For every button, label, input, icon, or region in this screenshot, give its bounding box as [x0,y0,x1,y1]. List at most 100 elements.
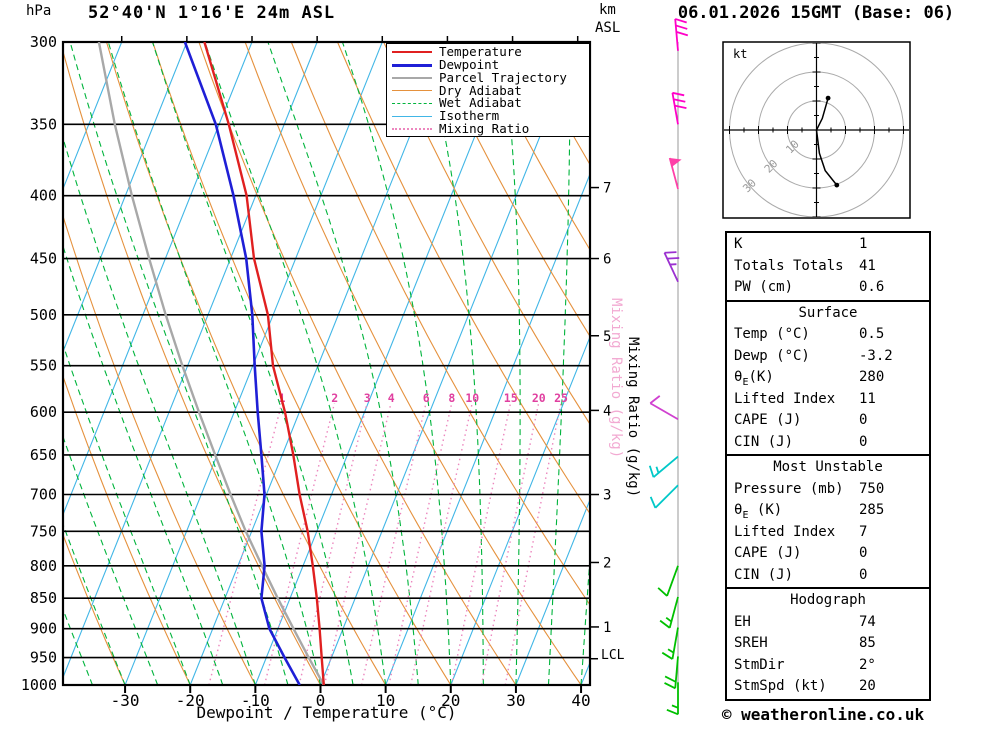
table-value: 20 [859,678,876,694]
temp-tick-label: -20 [176,691,205,710]
mixing-ratio-value: 20 [532,391,546,405]
table-row: Temp (°C) 0.5 [727,324,929,346]
wind-barb [657,565,679,597]
table-section: Hodograph EH 74 SREH 85 StmDir 2° StmSpd (kt) 20 [727,589,929,699]
km-ticks: 1 2 3 4 5 6 7 [590,181,611,636]
station-title: 52°40'N 1°16'E 24m ASL [88,3,336,23]
table-value: 41 [859,257,876,274]
table-label: CIN (J) [734,433,794,450]
table-row: SREH 85 [727,633,929,655]
pressure-tick-label: 650 [30,446,57,464]
wind-barb [674,18,689,51]
table-row: PW (cm) 0.6 [727,277,929,299]
chart-legend: Temperature Dewpoint Parcel Trajectory Dry … [386,43,590,137]
wind-barb [649,484,679,509]
legend-item: Dewpoint [387,58,589,72]
km-tick-label: 1 [603,620,611,636]
table-label: Pressure (mb) [734,480,844,497]
temp-tick-label: 30 [506,691,525,710]
table-section-header: Most Unstable [773,459,883,475]
pressure-tick-label: 400 [30,187,57,205]
table-label: StmSpd (kt) [734,678,827,694]
legend-item: Mixing Ratio [387,120,589,136]
hodograph-trace [815,97,838,186]
pressure-tick-label: 500 [30,306,57,324]
table-label: Dewp (°C) [734,347,810,364]
table-value: 0 [859,412,868,428]
mixing-ratio-axis-label: Mixing Ratio (g/kg) [625,337,641,498]
table-row: Totals Totals 41 [727,256,929,278]
table-row: Dewp (°C) -3.2 [727,346,929,368]
table-row: θE (K) 285 [727,500,929,522]
wind-barb [663,251,680,283]
temp-tick-label: -10 [241,691,270,710]
table-label: StmDir [734,656,785,673]
pressure-tick-label: 800 [30,557,57,575]
legend-item-label: Dry Adiabat [439,82,522,98]
km-tick-label: 3 [603,488,611,504]
dewpoint-curve [183,42,301,685]
table-value: 7 [859,523,868,540]
legend-item: Parcel Trajectory [387,71,589,85]
table-value: -3.2 [859,347,893,364]
temp-tick-label: 40 [571,691,590,710]
table-value: 0 [859,566,868,583]
wind-barb [648,455,679,478]
table-row: StmSpd (kt) 20 [727,676,929,698]
pressure-gridlines [63,41,590,686]
table-section-header: Hodograph [790,592,866,608]
table-section: Most Unstable Pressure (mb) 750 θE (K) 285 Li… [727,456,929,589]
table-label: CAPE (J) [734,412,802,428]
x-axis-label: Dewpoint / Temperature (°C) [196,703,457,722]
temp-tick-label: -30 [111,691,140,710]
legend-line-sample [392,63,432,67]
table-row: CAPE (J) 0 [727,410,929,432]
mixing-ratio-value: 6 [423,391,430,405]
mixing-ratio-value: 10 [465,391,479,405]
table-row: Lifted Index 11 [727,389,929,411]
hodograph-trace-dot [825,95,831,101]
table-value: 11 [859,390,876,407]
pressure-tick-label: 550 [30,357,57,375]
table-value: 750 [859,480,885,497]
legend-item-label: Mixing Ratio [439,120,530,136]
table-section-header: Surface [798,304,858,321]
pressure-tick-label: 450 [30,250,57,268]
table-section: K 1 Totals Totals 41 PW (cm) 0.6 [727,233,929,302]
table-label: EH [734,613,751,630]
km-tick-label: 2 [603,555,611,571]
legend-item-label: Wet Adiabat [439,95,522,111]
mixing-ratio-value: 8 [448,391,455,405]
indices-table: K 1 Totals Totals 41 PW (cm) 0.6 Surface Temp (… [725,231,931,701]
mixing-ratio-value: 25 [554,391,568,405]
table-label: Temp (°C) [734,326,810,342]
table-label: PW (cm) [734,279,794,295]
table-value: 2° [859,656,876,673]
legend-line-sample [392,51,432,54]
wind-barb [661,627,679,660]
legend-line-sample [392,76,432,79]
temp-tick-labels: -30 -20 -10 0 10 20 30 40 [111,691,591,710]
legend-item: Dry Adiabat [387,84,589,97]
legend-item: Temperature [387,46,589,59]
legend-item-label: Isotherm [439,108,500,124]
table-row: EH 74 [727,612,929,634]
mixing-ratio-value: 4 [388,391,395,405]
mixing-ratio-value-labels: 1 2 3 4 6 8 10 15 20 25 [279,391,568,405]
legend-line-sample [392,103,432,105]
lcl-label: LCL [601,648,625,663]
km-tick-label: 5 [603,329,611,345]
temperature-curve [203,42,325,685]
pressure-tick-label: 700 [30,486,57,504]
table-row: CAPE (J) 0 [727,543,929,565]
table-label: θE(K) [734,369,774,388]
table-value: 280 [859,369,885,385]
pressure-tick-label: 300 [30,33,57,51]
isotherm-lines [63,42,590,685]
wind-barb [666,682,679,716]
table-label: Lifted Index [734,523,836,540]
